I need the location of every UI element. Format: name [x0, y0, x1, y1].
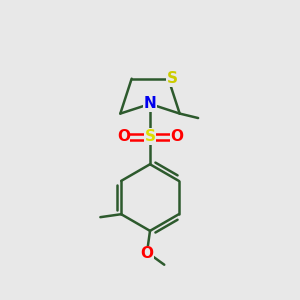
Text: N: N	[144, 96, 156, 111]
Text: O: O	[117, 129, 130, 144]
Text: O: O	[170, 129, 183, 144]
Text: S: S	[145, 129, 155, 144]
Text: O: O	[140, 246, 154, 261]
Text: S: S	[167, 71, 177, 86]
